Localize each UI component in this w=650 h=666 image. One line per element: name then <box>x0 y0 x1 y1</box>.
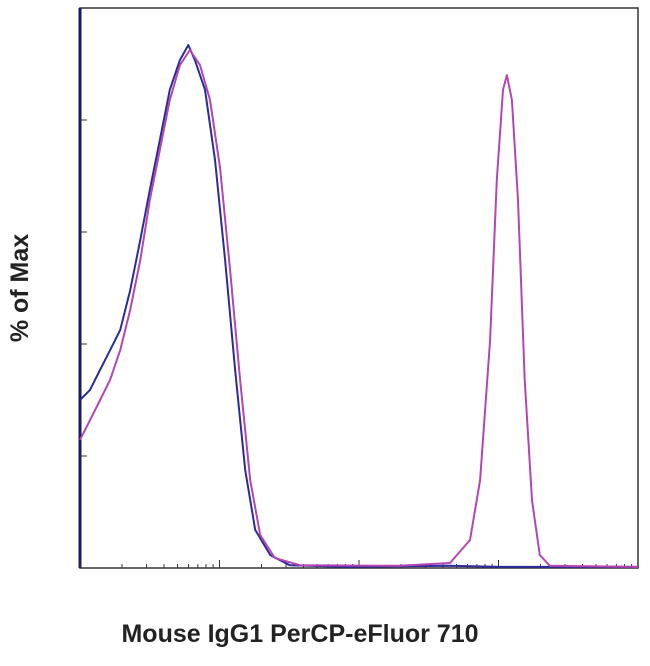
ticks <box>79 119 633 568</box>
plot-frame <box>79 7 639 569</box>
histogram-line <box>79 44 638 568</box>
histogram-line <box>79 49 639 568</box>
x-axis-label: Mouse IgG1 PerCP-eFluor 710 <box>121 620 478 648</box>
y-axis-label: % of Max <box>6 234 34 342</box>
plot-area <box>79 44 639 568</box>
